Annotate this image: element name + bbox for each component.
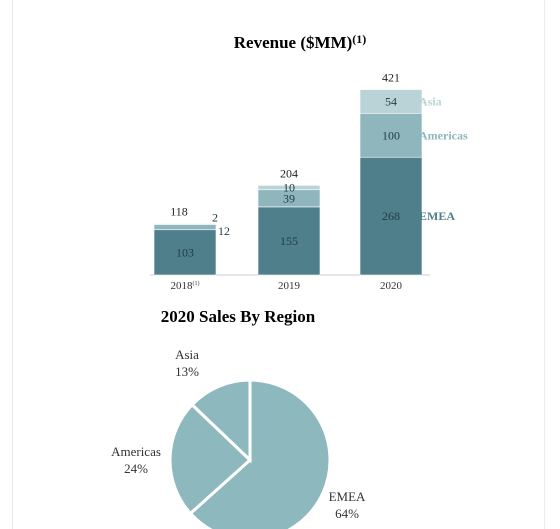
pie-label-name-asia: Asia [175, 347, 199, 362]
pie-label-percent-emea: 64% [335, 506, 359, 521]
pie-chart-title: 2020 Sales By Region [161, 307, 316, 326]
bar-chart-title: Revenue ($MM)(1) [234, 32, 367, 52]
bar-value-label-emea-2018: 103 [176, 245, 194, 259]
pie-slice-americas [168, 402, 253, 516]
right-border [544, 0, 545, 529]
bar-segment-asia-2018 [153, 223, 217, 225]
bar-total-label-2019: 204 [280, 166, 298, 180]
pie-label-name-emea: EMEA [329, 489, 366, 504]
bar-value-label-asia-2019: 10 [283, 181, 295, 195]
pie-chart: EMEA 64% Americas 24% Asia 13% [111, 347, 366, 529]
bar-segment-emea-2018 [153, 229, 217, 276]
bar-value-label-asia-2018: 2 [212, 211, 218, 225]
left-border [12, 0, 13, 529]
bar-segment-asia-2019 [257, 185, 321, 191]
legend-asia: Asia [419, 94, 442, 108]
category-label-2019: 2019 [278, 280, 301, 292]
bar-total-label-2020: 421 [382, 71, 400, 85]
bar-value-label-emea-2019: 155 [280, 234, 298, 248]
bar-segment-americas-2020 [359, 112, 423, 158]
bar-segment-asia-2020 [359, 89, 423, 114]
pie-slice-emea [188, 378, 332, 529]
bar-value-label-asia-2020: 54 [385, 94, 397, 108]
bar-chart-title-superscript: (1) [352, 32, 366, 46]
legend-emea: EMEA [419, 209, 455, 223]
bar-segment-emea-2020 [359, 156, 423, 276]
legend-americas: Americas [419, 128, 468, 142]
bar-value-label-americas-2018: 12 [218, 224, 230, 238]
pie-label-name-americas: Americas [111, 444, 161, 459]
bar-total-label-2018: 118 [170, 205, 188, 219]
bar-value-label-emea-2020: 268 [382, 209, 400, 223]
pie-label-percent-asia: 13% [175, 364, 199, 379]
bar-segment-americas-2018 [153, 224, 217, 231]
bar-value-label-americas-2020: 100 [382, 128, 400, 142]
category-label-2018: 2018(1) [171, 280, 200, 292]
category-label-2020: 2020 [380, 280, 403, 292]
pie-slice-asia [190, 378, 252, 464]
category-superscript-2018: (1) [193, 280, 200, 287]
bar-value-label-americas-2019: 39 [283, 191, 295, 205]
pie-label-percent-americas: 24% [124, 461, 148, 476]
bar-segment-emea-2019 [257, 206, 321, 276]
bar-chart-title-text: Revenue ($MM) [234, 33, 353, 52]
